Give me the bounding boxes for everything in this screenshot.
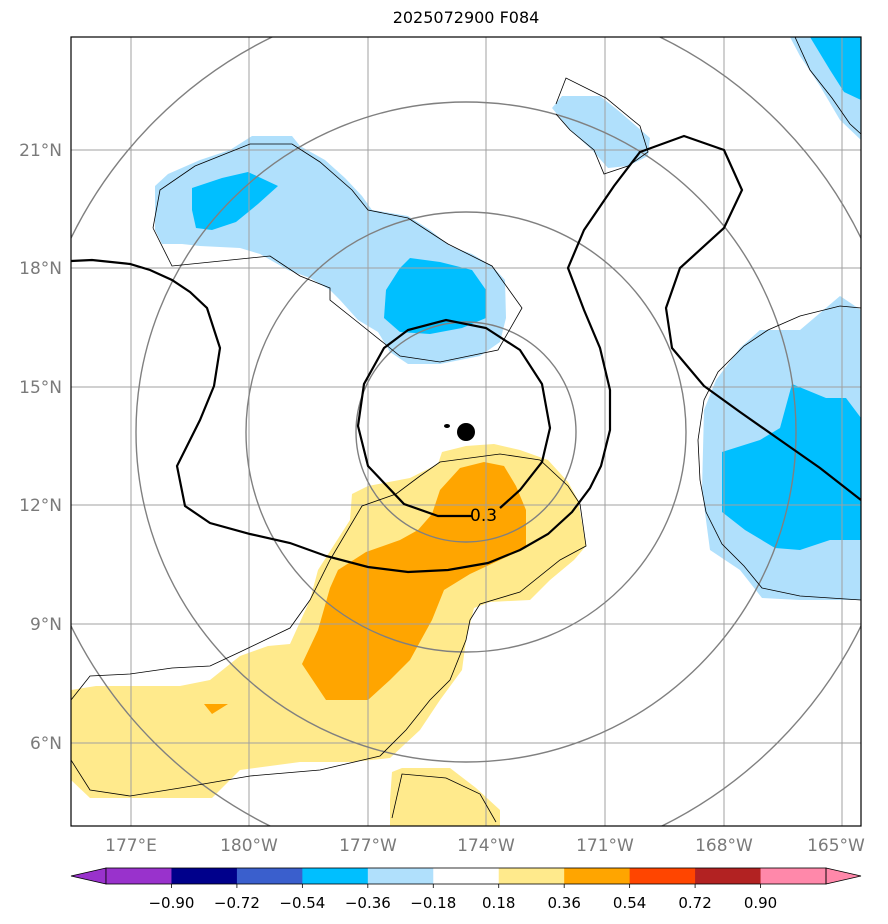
- colorbar-label: −0.36: [345, 894, 391, 912]
- thick-contours: [71, 134, 861, 574]
- colorbar-box: [498, 868, 565, 884]
- lat-label-15n: 15°N: [19, 378, 62, 398]
- colorbar-extend-high: [825, 867, 862, 885]
- colorbar-box: [171, 868, 238, 884]
- shade-orange-small: [204, 704, 228, 714]
- thin-contour-northwest: [152, 143, 523, 363]
- colorbar-label: −0.54: [279, 894, 325, 912]
- colorbar-label: 0.36: [547, 894, 580, 912]
- lat-label-12n: 12°N: [19, 496, 62, 516]
- range-ring-2: [245, 211, 687, 653]
- lon-label-165w: 165°W: [807, 836, 865, 856]
- storm-center-marker: [457, 423, 475, 441]
- shade-blue-northwest-small: [192, 172, 278, 230]
- shade-orange-core: [302, 462, 526, 700]
- range-ring-3: [135, 101, 797, 763]
- colorbar-frame: [105, 867, 827, 885]
- shade-blue-east: [722, 384, 861, 550]
- colorbar-label: 0.54: [613, 894, 646, 912]
- shade-light-yellow-south-small: [390, 768, 500, 826]
- lon-tick-labels: 177°E 180°W 177°W 174°W 171°W 168°W 165°…: [105, 836, 865, 856]
- colorbar-box: [629, 868, 696, 884]
- lon-label-177e: 177°E: [105, 836, 157, 856]
- shaded-anomaly-fields: [71, 37, 861, 826]
- lat-label-18n: 18°N: [19, 259, 62, 279]
- contour-0-3-outer: [71, 134, 861, 574]
- lon-label-177w: 177°W: [339, 836, 397, 856]
- thin-contour-south: [71, 453, 587, 797]
- colorbar-label: 0.90: [744, 894, 777, 912]
- thin-outline-contours: [71, 37, 861, 823]
- colorbar-box: [433, 868, 500, 884]
- colorbar-label: 0.72: [678, 894, 711, 912]
- lat-tick-labels: 21°N 18°N 15°N 12°N 9°N 6°N: [19, 141, 62, 754]
- lat-lon-grid: [71, 37, 861, 826]
- lon-label-180w: 180°W: [220, 836, 278, 856]
- colorbar-label: −0.72: [214, 894, 260, 912]
- lon-label-174w: 174°W: [457, 836, 515, 856]
- contour-0-3-inner: [356, 318, 552, 518]
- colorbar-label: 0.18: [482, 894, 515, 912]
- colorbar-extend-low: [70, 867, 107, 885]
- colorbar-box: [106, 868, 172, 884]
- colorbar-box: [302, 868, 369, 884]
- lon-label-168w: 168°W: [695, 836, 753, 856]
- colorbar-label: −0.18: [410, 894, 456, 912]
- thin-contour-top-right: [794, 37, 861, 135]
- lat-label-6n: 6°N: [30, 734, 62, 754]
- lon-label-171w: 171°W: [576, 836, 634, 856]
- range-rings: [71, 37, 861, 826]
- lat-label-21n: 21°N: [19, 141, 62, 161]
- colorbar-label: −0.90: [148, 894, 194, 912]
- contour-label: 0.3: [470, 506, 497, 526]
- map-title: 2025072900 F084: [392, 8, 540, 27]
- colorbar-box: [695, 868, 762, 884]
- shade-blue-center-north: [384, 258, 486, 334]
- colorbar-box: [367, 868, 434, 884]
- map-area: 0.3: [71, 37, 861, 826]
- colorbar-box: [236, 868, 303, 884]
- range-ring-1: [355, 321, 577, 543]
- map-frame: [70, 36, 862, 827]
- colorbar-box: [760, 868, 827, 884]
- lat-label-9n: 9°N: [30, 615, 62, 635]
- thin-contour-top-center: [555, 77, 649, 175]
- shade-blue-top-right: [810, 37, 861, 100]
- small-island-marker: [444, 424, 450, 428]
- colorbar: −0.90 −0.72 −0.54 −0.36 −0.18 0.18 0.36 0.54 0.7…: [70, 867, 862, 912]
- colorbar-box: [564, 868, 631, 884]
- thin-contour-south-small: [391, 773, 497, 823]
- thin-contour-east: [697, 305, 861, 601]
